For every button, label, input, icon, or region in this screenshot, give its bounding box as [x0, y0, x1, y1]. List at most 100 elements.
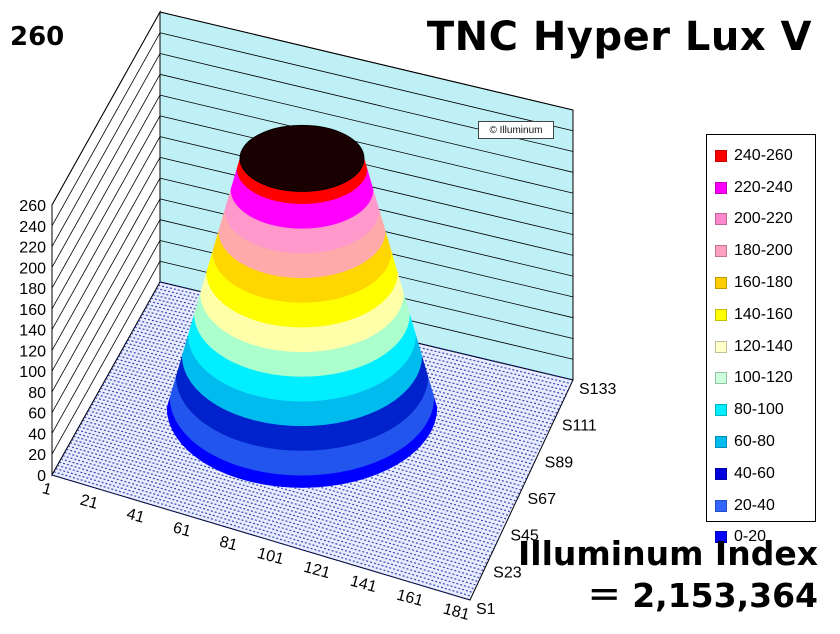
legend-item: 20-40 [707, 490, 815, 522]
floor-mesh-line [51, 474, 471, 601]
side-gridline [51, 53, 161, 247]
legend-label: 180-200 [734, 242, 793, 260]
z-tick-label: 40 [28, 426, 46, 443]
z-tick-label: 120 [19, 343, 46, 360]
x-tick-label: 141 [348, 573, 378, 596]
cone-top-cap [239, 124, 365, 192]
z-tick-label: 200 [19, 260, 46, 277]
index-value: ＝ 2,153,364 [587, 576, 818, 615]
x-tick-label: 21 [78, 492, 100, 513]
side-gridline [51, 74, 161, 268]
side-gridline [51, 177, 161, 372]
wall-gridline [159, 73, 574, 173]
legend-item: 80-100 [707, 394, 815, 426]
floor-mesh-line [62, 455, 481, 579]
legend-label: 160-180 [734, 274, 793, 292]
wall-gridline [159, 11, 574, 111]
floor-mesh-line [116, 358, 532, 469]
legend-label: 80-100 [734, 401, 784, 419]
peak-value: 260 [10, 22, 65, 52]
watermark-badge: © Illuminum [478, 121, 554, 139]
floor-mesh-line [69, 442, 488, 564]
side-gridline [51, 219, 161, 413]
legend-item: 60-80 [707, 426, 815, 458]
floor-mesh-line [73, 435, 491, 557]
legend: 240-260 220-240 200-220 180-200 160-180 140-1… [706, 134, 816, 545]
side-gridline [51, 261, 161, 455]
legend-swatch [715, 436, 727, 449]
legend-item: 0-20 [707, 522, 815, 554]
z-tick-label: 220 [19, 240, 46, 257]
side-gridline [51, 240, 161, 434]
z-tick-label: 60 [28, 406, 46, 423]
floor-mesh-line [60, 458, 479, 583]
legend-item: 200-220 [707, 204, 815, 236]
floor-mesh-line [55, 467, 474, 594]
wall-gridline [159, 32, 574, 132]
floor-mesh-line [75, 432, 493, 553]
z-tick-label: 240 [19, 219, 46, 236]
floor-mesh-line [53, 471, 472, 597]
legend-swatch [715, 499, 727, 512]
floor-mesh-line [125, 342, 541, 451]
legend-swatch [715, 372, 727, 385]
z-tick-label: 160 [19, 302, 46, 319]
legend-label: 120-140 [734, 337, 793, 355]
y-tick-label: S111 [562, 418, 597, 435]
side-gridline [51, 157, 161, 351]
floor-mesh-line [71, 439, 490, 561]
x-tick-label: 101 [255, 545, 285, 568]
legend-label: 60-80 [734, 433, 775, 451]
floor-mesh-line [123, 345, 539, 454]
legend-swatch [715, 213, 727, 226]
floor-mesh-line [64, 451, 483, 575]
side-gridline [51, 115, 161, 310]
legend-swatch [715, 467, 727, 480]
x-tick-label: 161 [395, 587, 425, 610]
legend-item: 220-240 [707, 172, 815, 204]
floor-mesh-line [57, 464, 476, 590]
x-tick-label: 61 [171, 520, 193, 541]
z-tick-label: 0 [37, 468, 46, 485]
z-tick-label: 20 [28, 447, 46, 464]
wall-gridline [159, 115, 574, 215]
legend-item: 180-200 [707, 235, 815, 267]
legend-swatch [715, 531, 727, 544]
legend-item: 40-60 [707, 458, 815, 490]
z-tick-label: 180 [19, 281, 46, 298]
legend-swatch [715, 340, 727, 353]
legend-swatch [715, 245, 727, 258]
index-label: Illuminum Index [517, 534, 818, 573]
x-tick-label: 181 [441, 601, 471, 624]
y-tick-label: S1 [476, 601, 496, 618]
legend-label: 140-160 [734, 305, 793, 323]
legend-swatch [715, 308, 727, 321]
legend-label: 20-40 [734, 496, 775, 514]
wall-gridline [159, 94, 574, 194]
floor-mesh-line [59, 461, 478, 586]
legend-label: 40-60 [734, 464, 775, 482]
legend-item: 100-120 [707, 363, 815, 395]
x-tick-label: 121 [302, 559, 332, 582]
z-tick-label: 260 [19, 198, 46, 215]
legend-item: 240-260 [707, 140, 815, 172]
axes: 0204060801001201401601802002202402601214… [19, 198, 616, 624]
floor-mesh-line [66, 448, 484, 572]
legend-label: 220-240 [734, 178, 793, 196]
legend-swatch [715, 404, 727, 417]
index-block: Illuminum Index ＝ 2,153,364 [518, 534, 818, 618]
side-gridline [51, 11, 161, 206]
floor-mesh-line [77, 429, 495, 550]
legend-label: 240-260 [734, 146, 793, 164]
legend-label: 0-20 [734, 528, 767, 546]
legend-swatch [715, 277, 727, 290]
legend-swatch [715, 149, 727, 162]
side-gridline [51, 32, 161, 226]
legend-label: 200-220 [734, 210, 793, 228]
x-tick-label: 81 [218, 533, 240, 554]
y-tick-label: S67 [528, 491, 557, 508]
cone-surface [166, 124, 438, 488]
floor-mesh-line [120, 352, 536, 462]
